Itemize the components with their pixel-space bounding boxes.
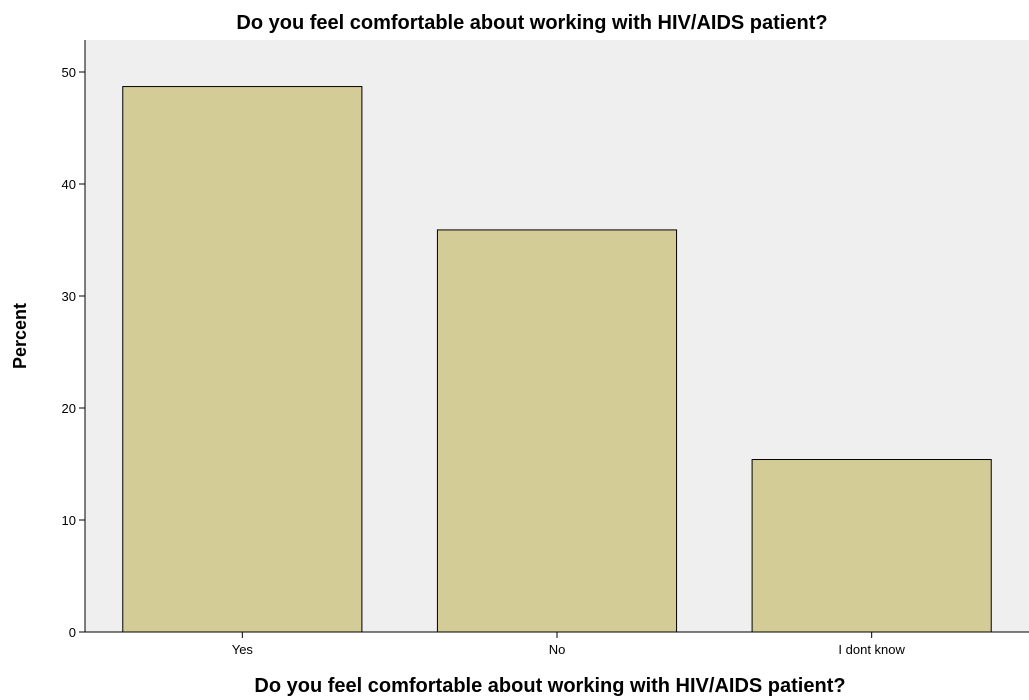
- y-tick-label: 20: [62, 401, 76, 416]
- x-tick-label: I dont know: [838, 642, 905, 657]
- y-tick-label: 0: [69, 625, 76, 640]
- x-tick-label: Yes: [232, 642, 254, 657]
- y-tick-label: 50: [62, 65, 76, 80]
- y-axis-title: Percent: [10, 303, 30, 369]
- y-tick-label: 40: [62, 177, 76, 192]
- x-tick-label: No: [549, 642, 566, 657]
- y-tick-label: 30: [62, 289, 76, 304]
- bar-yes: [122, 86, 363, 633]
- bar-no: [436, 229, 678, 633]
- x-axis-title: Do you feel comfortable about working wi…: [254, 675, 845, 697]
- chart-title: Do you feel comfortable about working wi…: [236, 12, 827, 34]
- bar-i-dont-know: [751, 459, 992, 633]
- y-tick-label: 10: [62, 513, 76, 528]
